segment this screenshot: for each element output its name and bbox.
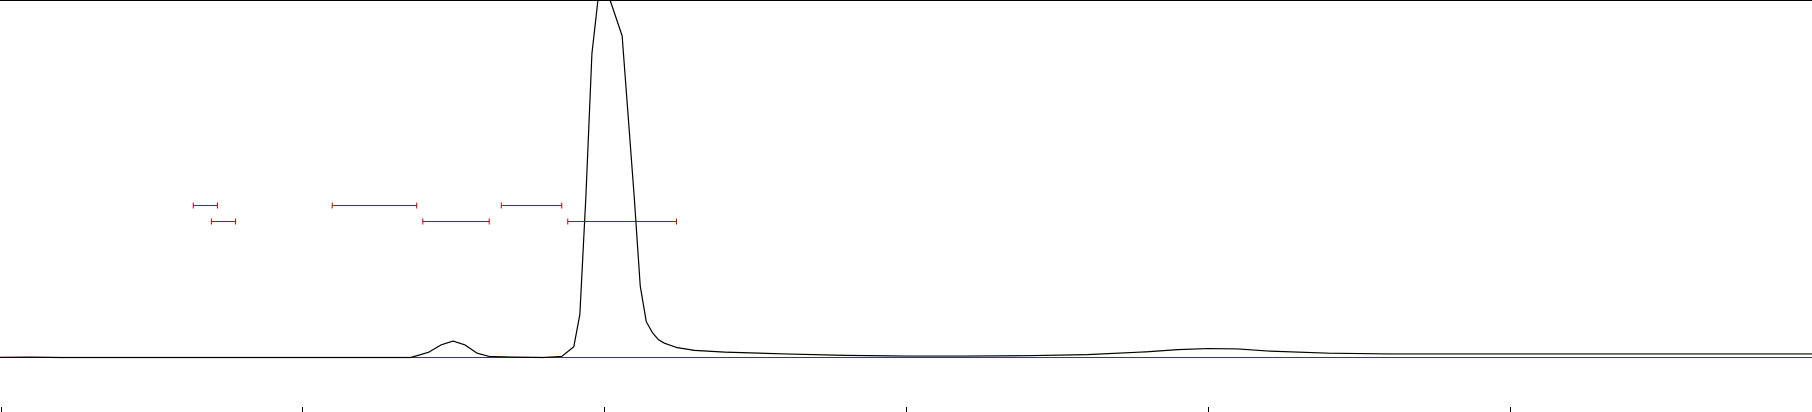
chromatogram-trace: [0, 0, 1812, 359]
integration-bar: [567, 218, 677, 225]
integration-bar: [422, 218, 490, 225]
x-axis-ticks: [1, 407, 1511, 412]
integration-bar: [192, 202, 218, 209]
integration-bars: [192, 202, 677, 225]
integration-bar: [331, 202, 418, 209]
integration-bar: [210, 218, 237, 225]
integration-bar: [500, 202, 563, 209]
